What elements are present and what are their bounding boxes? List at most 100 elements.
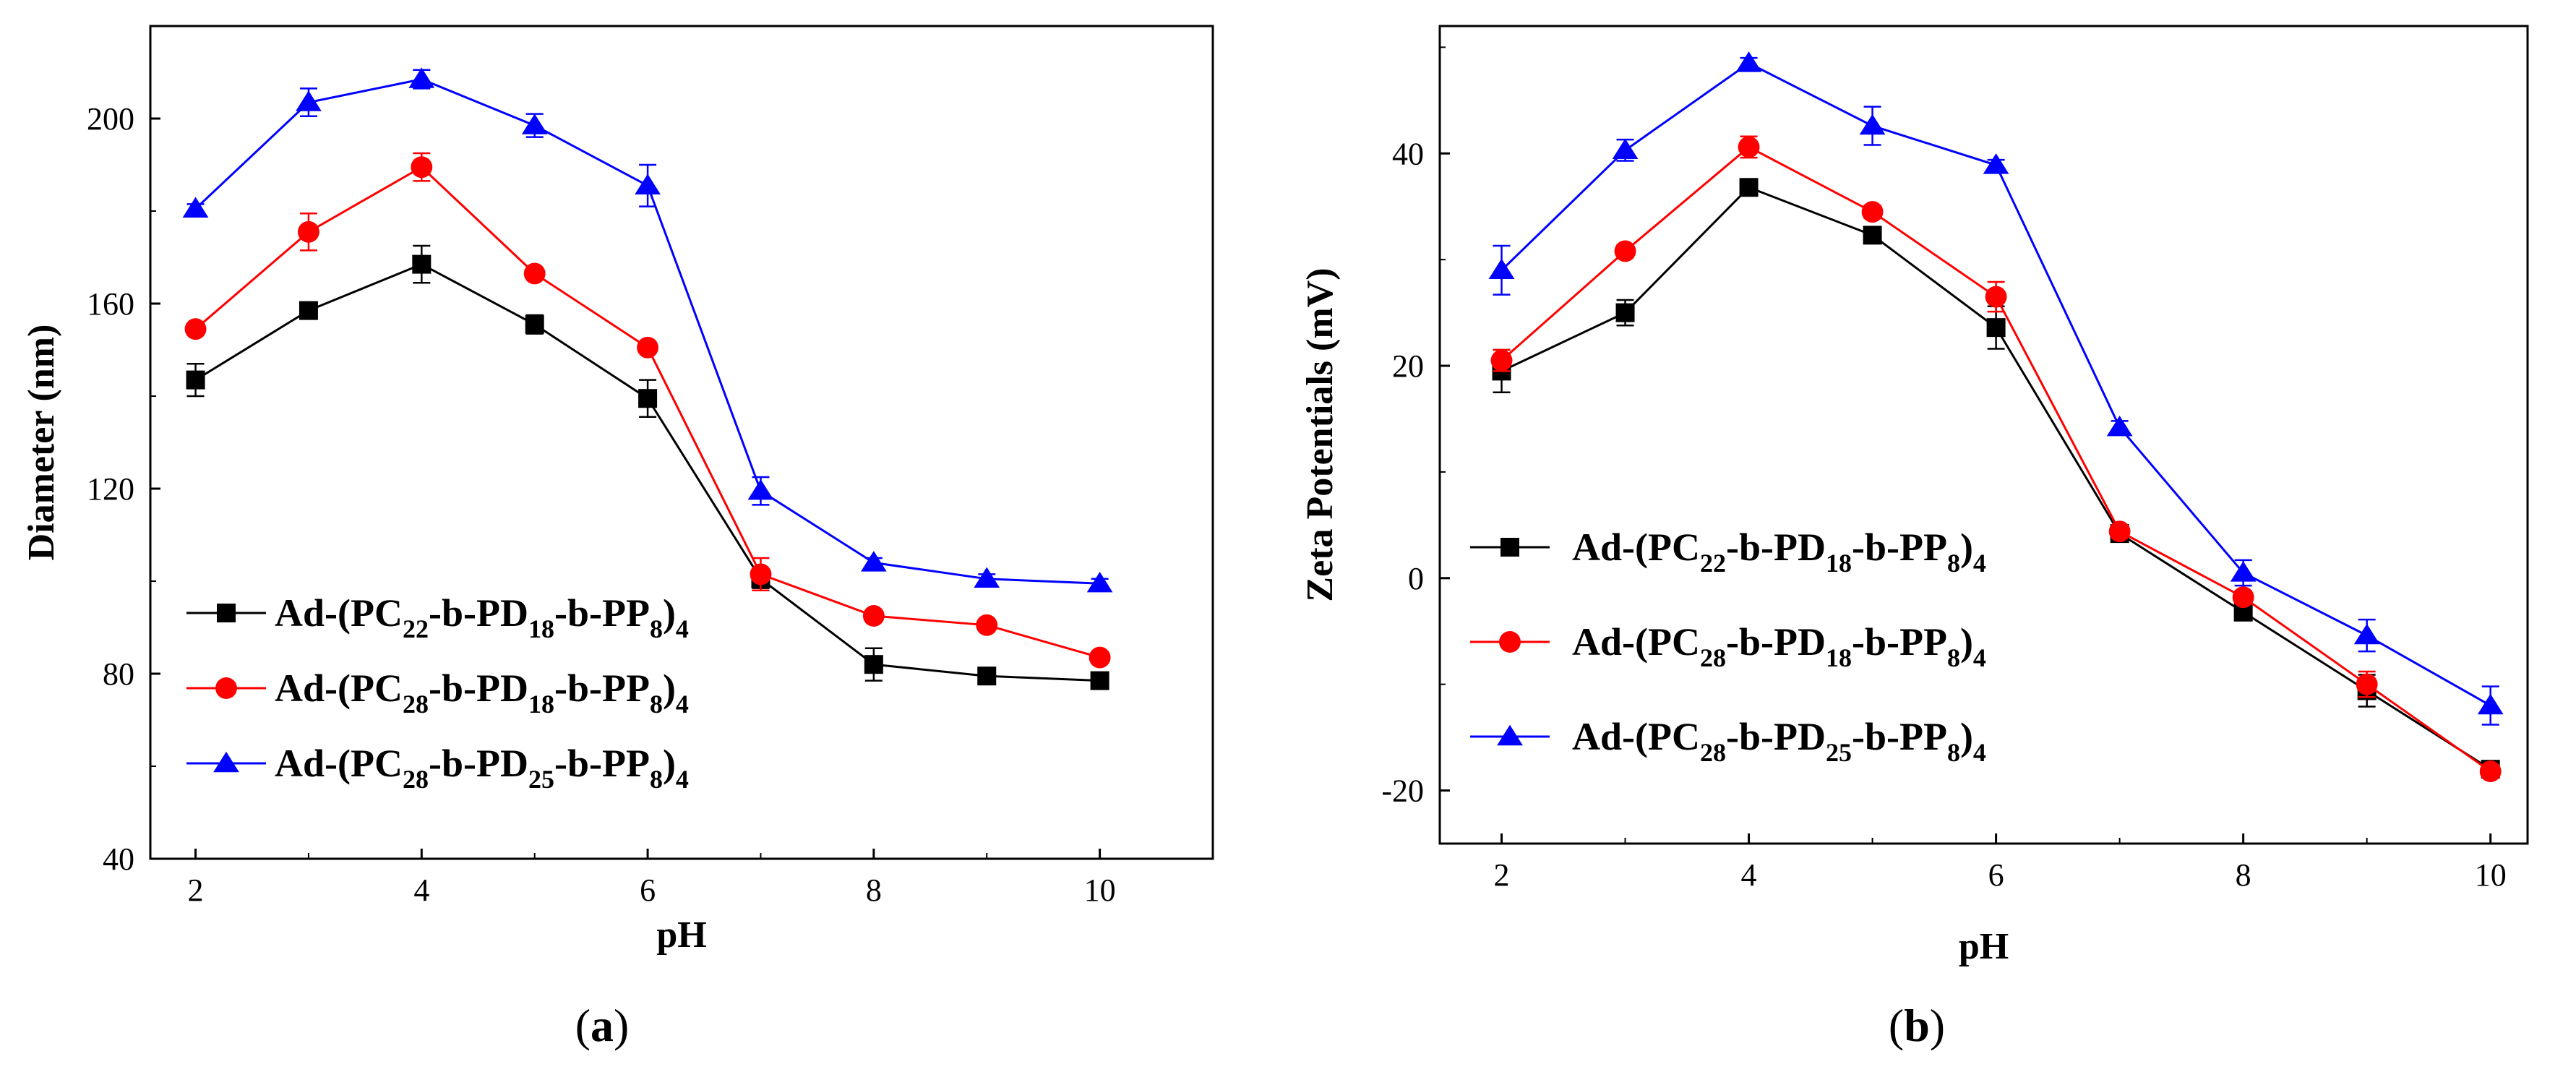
x-tick-label: 2 bbox=[1494, 857, 1510, 893]
legend-text-part: ) bbox=[663, 742, 676, 785]
legend-marker bbox=[217, 604, 236, 622]
panel-caption: (a) bbox=[575, 1000, 630, 1051]
legend-subscript: 8 bbox=[1947, 549, 1960, 578]
legend-label: Ad-(PC28-b-PD18-b-PP8)4 bbox=[1572, 620, 1986, 672]
legend-subscript: 25 bbox=[528, 765, 554, 794]
legend-marker bbox=[215, 677, 237, 699]
data-point bbox=[411, 156, 433, 179]
legend-subscript: 8 bbox=[650, 690, 663, 719]
data-point bbox=[1612, 138, 1639, 160]
data-point bbox=[1089, 646, 1111, 669]
data-point bbox=[638, 389, 658, 408]
x-tick-label: 4 bbox=[1741, 857, 1757, 893]
data-point bbox=[408, 67, 435, 88]
legend-subscript: 4 bbox=[1973, 643, 1986, 672]
legend-text-part: -b-PD bbox=[1726, 620, 1826, 664]
data-point bbox=[864, 655, 883, 674]
data-point bbox=[1490, 349, 1513, 372]
data-point bbox=[2353, 623, 2380, 645]
legend-label: Ad-(PC28-b-PD25-b-PP8)4 bbox=[275, 742, 689, 794]
legend-subscript: 8 bbox=[650, 765, 663, 794]
x-tick-label: 6 bbox=[1988, 857, 2004, 893]
legend-label: Ad-(PC22-b-PD18-b-PP8)4 bbox=[275, 591, 689, 643]
legend-subscript: 4 bbox=[676, 690, 689, 719]
legend-text-part: -b-PP bbox=[1852, 526, 1947, 569]
legend-text-part: ) bbox=[1960, 715, 1973, 758]
legend-marker bbox=[1497, 724, 1523, 746]
y-tick-label: 40 bbox=[1392, 136, 1424, 171]
data-point bbox=[1986, 318, 2006, 338]
data-point bbox=[1488, 258, 1515, 280]
legend-subscript: 18 bbox=[528, 614, 554, 643]
caption-paren: ( bbox=[1889, 1000, 1904, 1051]
legend-text-part: Ad-(PC bbox=[1572, 715, 1700, 758]
data-point bbox=[525, 314, 544, 334]
series-2 bbox=[184, 152, 1111, 669]
data-point bbox=[1735, 51, 1762, 72]
legend-subscript: 28 bbox=[1700, 643, 1726, 672]
series-line bbox=[1500, 186, 2491, 771]
data-point bbox=[2106, 415, 2133, 437]
series-line bbox=[194, 78, 1100, 585]
data-point bbox=[297, 220, 319, 243]
panel-a: 2 4 6 8 10 40 80 120 160 200 pH Diameter (nm) Ad-(PC… bbox=[21, 25, 1214, 1051]
legend-subscript: 25 bbox=[1826, 738, 1852, 767]
data-point bbox=[296, 90, 322, 111]
legend-label: Ad-(PC22-b-PD18-b-PP8)4 bbox=[1572, 526, 1986, 578]
data-point bbox=[2477, 693, 2504, 715]
legend-subscript: 22 bbox=[403, 614, 429, 643]
legend-subscript: 8 bbox=[650, 614, 663, 643]
legend-subscript: 22 bbox=[1700, 549, 1726, 578]
y-tick-label: 200 bbox=[87, 101, 134, 137]
data-point bbox=[1983, 153, 2009, 174]
data-point bbox=[747, 479, 774, 500]
x-axis-title: pH bbox=[1959, 926, 2009, 967]
legend-subscript: 4 bbox=[676, 614, 689, 643]
data-point bbox=[750, 563, 772, 586]
data-point bbox=[974, 567, 1000, 588]
legend-subscript: 28 bbox=[1700, 738, 1726, 767]
data-point bbox=[521, 113, 548, 134]
y-axis-title: Diameter (nm) bbox=[21, 325, 62, 561]
legend-text-part: ) bbox=[1960, 620, 1973, 664]
legend-text-part: Ad-(PC bbox=[275, 742, 403, 785]
data-point bbox=[1739, 178, 1759, 197]
legend-text-part: -b-PP bbox=[1852, 620, 1947, 664]
data-point bbox=[635, 173, 661, 194]
legend-text-part: -b-PD bbox=[1726, 526, 1826, 569]
legend: Ad-(PC22-b-PD18-b-PP8)4Ad-(PC28-b-PD18-b… bbox=[1470, 526, 1986, 767]
legend-subscript: 28 bbox=[403, 690, 429, 719]
data-point bbox=[637, 336, 659, 359]
legend-text-part: Ad-(PC bbox=[275, 666, 403, 710]
legend-text-part: ) bbox=[663, 591, 676, 635]
data-point bbox=[1614, 240, 1636, 262]
legend-text-part: -b-PP bbox=[554, 666, 650, 710]
series-1 bbox=[186, 244, 1109, 690]
legend-text-part: -b-PD bbox=[429, 591, 528, 635]
data-point bbox=[1738, 136, 1760, 158]
legend-text-part: ) bbox=[1960, 526, 1973, 569]
legend-text-part: -b-PP bbox=[554, 591, 650, 635]
data-point bbox=[862, 605, 885, 627]
legend-subscript: 4 bbox=[1973, 738, 1986, 767]
caption-paren: ) bbox=[614, 1000, 629, 1051]
data-point bbox=[2479, 760, 2502, 783]
caption-paren: ( bbox=[575, 1000, 591, 1051]
legend-subscript: 18 bbox=[1826, 643, 1852, 672]
x-tick-label: 10 bbox=[1084, 872, 1116, 908]
legend-label: Ad-(PC28-b-PD25-b-PP8)4 bbox=[1572, 715, 1986, 767]
data-point bbox=[186, 370, 205, 390]
caption-letter: b bbox=[1904, 1000, 1930, 1051]
data-point bbox=[2232, 586, 2254, 609]
y-tick-label: 40 bbox=[103, 841, 134, 877]
plot-frame bbox=[149, 25, 1214, 860]
legend-text-part: ) bbox=[663, 666, 676, 710]
data-point bbox=[523, 262, 546, 285]
legend-text-part: -b-PD bbox=[1726, 715, 1826, 758]
data-point bbox=[1086, 571, 1113, 593]
legend-subscript: 18 bbox=[528, 690, 554, 719]
panel-caption: (b) bbox=[1889, 1000, 1945, 1051]
legend-text-part: -b-PP bbox=[1852, 715, 1947, 758]
data-point bbox=[412, 254, 432, 274]
